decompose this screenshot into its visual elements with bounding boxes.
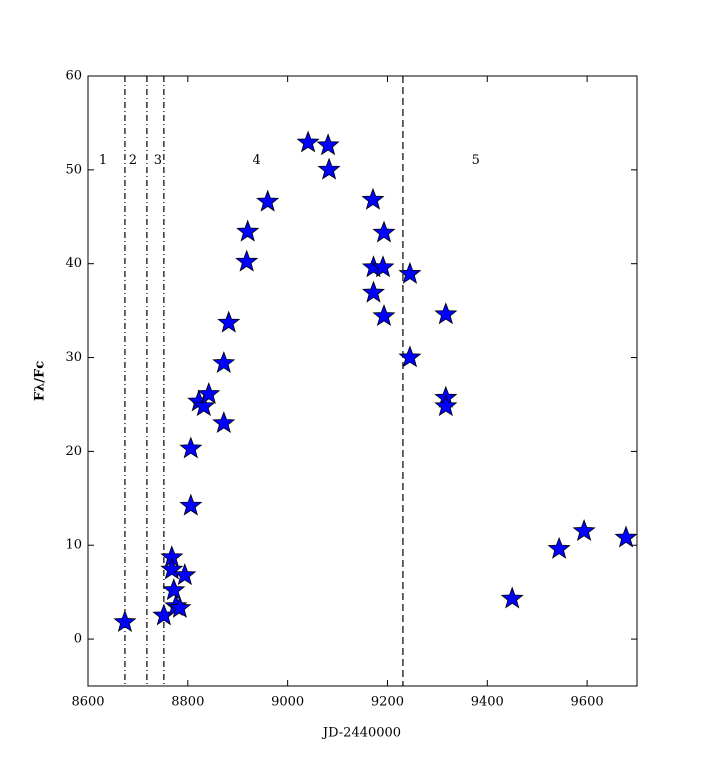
- star-point: [372, 304, 396, 327]
- y-tick-label: 20: [65, 444, 82, 459]
- x-tick-label: 9400: [471, 695, 504, 710]
- x-tick-label: 8800: [171, 695, 204, 710]
- y-tick-label: 40: [65, 256, 82, 271]
- region-label: 3: [154, 153, 162, 168]
- region-label: 5: [472, 153, 480, 168]
- star-point: [212, 411, 236, 434]
- x-axis-label: JD-2440000: [321, 726, 401, 741]
- x-tick-label: 8600: [71, 695, 104, 710]
- y-tick-label: 30: [65, 350, 82, 365]
- star-point: [235, 249, 259, 272]
- star-point: [236, 219, 260, 242]
- star-point: [217, 310, 241, 333]
- star-point: [179, 436, 203, 459]
- star-point: [372, 220, 396, 243]
- star-point: [173, 563, 197, 586]
- star-point: [256, 189, 280, 212]
- star-point: [398, 261, 422, 284]
- region-label: 2: [129, 153, 137, 168]
- star-point: [614, 525, 638, 548]
- star-point: [547, 536, 571, 559]
- star-point: [168, 595, 192, 618]
- star-point: [317, 157, 341, 180]
- star-point: [398, 345, 422, 368]
- x-tick-label: 9000: [271, 695, 304, 710]
- star-point: [162, 578, 186, 601]
- star-point: [361, 187, 385, 210]
- star-point: [371, 255, 395, 278]
- star-point: [500, 586, 524, 609]
- star-point: [316, 133, 340, 156]
- star-point: [212, 351, 236, 374]
- star-point: [434, 302, 458, 325]
- star-point: [192, 394, 216, 417]
- plot-frame: [87, 75, 638, 687]
- star-point: [361, 280, 385, 303]
- y-tick-label: 60: [65, 69, 82, 84]
- star-point: [572, 519, 596, 542]
- y-tick-label: 0: [74, 632, 82, 647]
- star-point: [296, 130, 320, 153]
- star-point: [179, 493, 203, 516]
- x-tick-label: 9600: [571, 695, 604, 710]
- region-label: 1: [99, 153, 107, 168]
- star-point: [113, 610, 137, 633]
- x-tick-label: 9200: [371, 695, 404, 710]
- region-label: 4: [253, 153, 261, 168]
- y-axis-label: Fλ/Fc: [33, 361, 48, 401]
- star-point: [434, 394, 458, 417]
- y-tick-label: 50: [65, 162, 82, 177]
- star-point: [160, 557, 184, 580]
- star-point: [197, 381, 221, 404]
- y-tick-label: 10: [65, 538, 82, 553]
